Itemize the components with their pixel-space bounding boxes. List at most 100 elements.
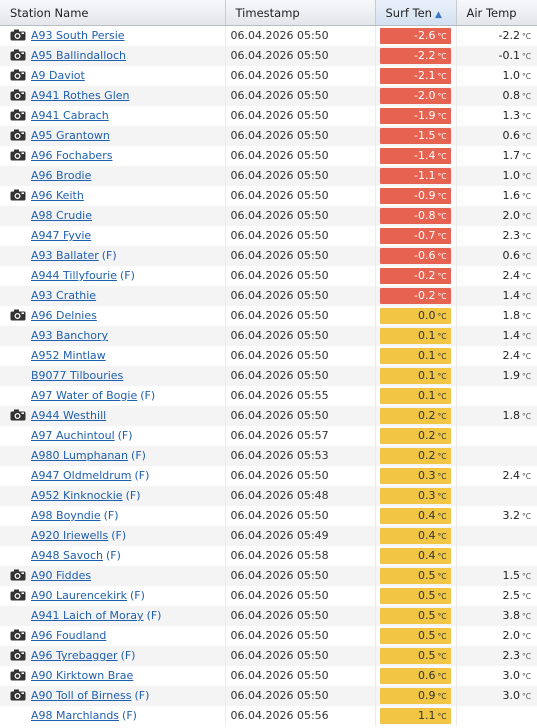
station-link[interactable]: A920 Iriewells [31,529,109,542]
surf-temp-cell: 0.5 °C [375,645,457,666]
surf-temp-cell: -2.1 °C [375,65,457,86]
station-link[interactable]: A96 Tyrebagger [31,649,118,662]
station-link[interactable]: A947 Oldmeldrum [31,469,132,482]
station-link[interactable]: A941 Rothes Glen [31,89,130,102]
unit-label: °C [522,232,531,241]
unit-label: °C [522,652,531,661]
air-temp-value: 1.8 [502,409,521,422]
station-name-cell: A96 Foudland [0,625,226,646]
station-link[interactable]: A90 Toll of Birness [31,689,132,702]
air-temp-value: 2.3 [502,229,521,242]
station-link[interactable]: A95 Ballindalloch [31,49,127,62]
unit-label: °C [522,672,531,681]
timestamp-cell: 06.04.2026 05:50 [225,345,376,366]
station-link[interactable]: A90 Fiddes [31,569,92,582]
camera-icon[interactable] [10,89,26,101]
surf-temp-header[interactable]: Surf Ten ▲ [375,0,457,26]
camera-icon[interactable] [10,109,26,121]
table-row: A947 Oldmeldrum (F) 06.04.2026 05:50 0.3 °C 2… [0,465,537,486]
station-link[interactable]: A96 Delnies [31,309,97,322]
station-link[interactable]: A95 Grantown [31,129,110,142]
surf-temp-value: -0.7 [414,228,436,242]
camera-icon[interactable] [10,569,26,581]
camera-icon[interactable] [10,69,26,81]
station-link[interactable]: A93 Ballater [31,249,99,262]
station-link[interactable]: A93 Banchory [31,329,109,342]
air-temp-header[interactable]: Air Temp [456,0,537,26]
station-link[interactable]: A96 Fochabers [31,149,113,162]
station-link[interactable]: A952 Mintlaw [31,349,106,362]
surf-temp-cell: -0.2 °C [375,285,457,306]
station-link[interactable]: A944 Westhill [31,409,107,422]
air-temp-value: 1.5 [502,569,521,582]
air-temp-cell: 1.4 °C [456,325,537,346]
station-link[interactable]: A947 Fyvie [31,229,92,242]
surf-temp-badge: -2.1 °C [379,67,451,84]
camera-icon[interactable] [10,589,26,601]
station-link[interactable]: A941 Cabrach [31,109,109,122]
air-temp-value: 1.0 [502,69,521,82]
surf-temp-badge: -0.8 °C [379,207,451,224]
camera-icon[interactable] [10,629,26,641]
surf-temp-cell: -1.5 °C [375,125,457,146]
surf-temp-cell: -2.6 °C [375,25,457,46]
camera-icon[interactable] [10,129,26,141]
surf-temp-cell: 0.1 °C [375,345,457,366]
table-row: A9 Daviot 06.04.2026 05:50 -2.1 °C 1.0 °C [0,65,537,86]
surf-temp-value: -0.2 [414,288,436,302]
surf-temp-badge: -0.7 °C [379,227,451,244]
station-link[interactable]: A97 Auchintoul [31,429,115,442]
forecast-marker: (F) [103,509,119,522]
air-temp-value: 1.6 [502,189,521,202]
surf-temp-value: 0.5 [418,628,436,642]
station-name-cell: A90 Fiddes [0,565,226,586]
surf-temp-value: 0.0 [418,308,436,322]
timestamp-header[interactable]: Timestamp [225,0,376,26]
air-temp-cell [456,546,537,566]
camera-icon[interactable] [10,409,26,421]
camera-icon[interactable] [10,309,26,321]
camera-icon[interactable] [10,149,26,161]
camera-icon[interactable] [10,669,26,681]
camera-icon[interactable] [10,29,26,41]
station-link[interactable]: A90 Laurencekirk [31,589,128,602]
forecast-marker: (F) [146,609,162,622]
station-link[interactable]: A97 Water of Bogie [31,389,138,402]
station-link[interactable]: A96 Foudland [31,629,107,642]
station-link[interactable]: A980 Lumphanan [31,449,129,462]
surf-temp-value: 0.5 [418,588,436,602]
surf-temp-badge: -0.9 °C [379,187,451,204]
station-link[interactable]: B9077 Tilbouries [31,369,124,382]
unit-label: °C [437,151,447,161]
station-link[interactable]: A944 Tillyfourie [31,269,117,282]
station-link[interactable]: A96 Brodie [31,169,92,182]
unit-label: °C [437,611,447,621]
unit-label: °C [522,212,531,221]
station-link[interactable]: A90 Kirktown Brae [31,669,134,682]
station-link[interactable]: A98 Boyndie [31,509,101,522]
station-link[interactable]: A952 Kinknockie [31,489,123,502]
station-link[interactable]: A98 Marchlands [31,709,120,722]
air-temp-cell: 2.4 °C [456,466,537,486]
table-row: A948 Savoch (F) 06.04.2026 05:58 0.4 °C [0,545,537,566]
unit-label: °C [437,71,447,81]
station-link[interactable]: A941 Laich of Moray [31,609,144,622]
surf-temp-cell: -2.0 °C [375,85,457,106]
station-link[interactable]: A96 Keith [31,189,84,202]
unit-label: °C [522,52,531,61]
station-name-cell: A93 Crathie [0,285,226,306]
station-name-header[interactable]: Station Name [0,0,226,26]
camera-icon[interactable] [10,189,26,201]
station-link[interactable]: A93 South Persie [31,29,125,43]
station-link[interactable]: A98 Crudie [31,209,92,222]
camera-icon[interactable] [10,649,26,661]
air-temp-cell: 0.6 °C [456,245,537,266]
station-name-cell: A97 Auchintoul (F) [0,425,226,446]
camera-icon[interactable] [10,49,26,61]
station-link[interactable]: A9 Daviot [31,69,85,82]
air-temp-cell: 3.8 °C [456,605,537,626]
surf-temp-cell: -0.6 °C [375,245,457,266]
station-link[interactable]: A93 Crathie [31,289,97,302]
camera-icon[interactable] [10,689,26,701]
station-link[interactable]: A948 Savoch [31,549,103,562]
